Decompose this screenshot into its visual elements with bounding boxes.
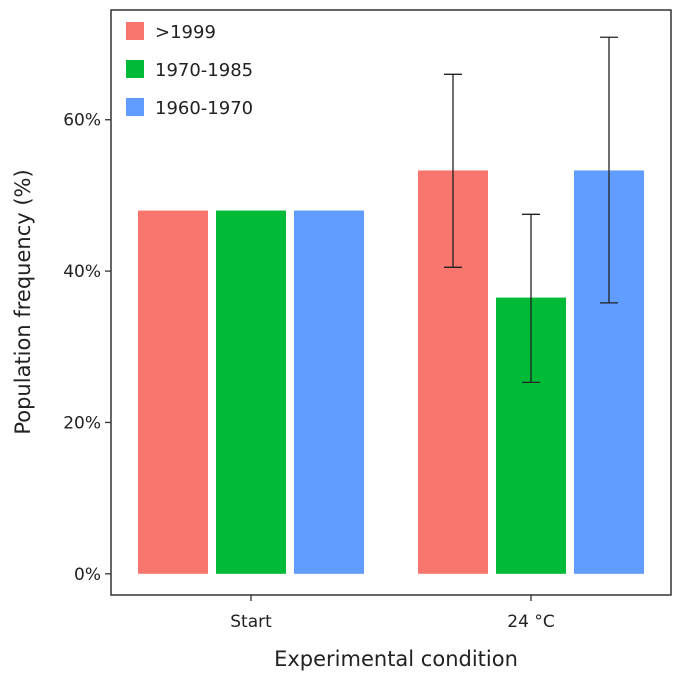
legend-label-1999: >1999: [155, 22, 216, 43]
bar-1970-1985-start: [216, 210, 286, 574]
y-tick-label-1: 20%: [63, 413, 101, 433]
legend-label-1960-1970: 1960-1970: [155, 98, 253, 119]
y-tick-label-3: 60%: [63, 111, 101, 131]
y-tick-label-0: 0%: [74, 565, 101, 585]
y-axis: 0% 20% 40% 60%: [63, 111, 111, 585]
error-bars-layer: [444, 36, 618, 383]
bars-layer: [138, 170, 644, 574]
y-tick-label-2: 40%: [63, 262, 101, 282]
legend-swatch-1999: [126, 22, 144, 40]
bar-1999-start: [138, 210, 208, 574]
legend-swatch-1960-1970: [126, 98, 144, 116]
legend: >1999 1970-1985 1960-1970: [126, 22, 253, 119]
bar-1960-1970-start: [294, 210, 364, 574]
legend-label-1970-1985: 1970-1985: [155, 60, 253, 81]
legend-swatch-1970-1985: [126, 60, 144, 78]
x-axis-title: Experimental condition: [274, 647, 518, 671]
plot-panel-border: [110, 9, 672, 596]
x-tick-label-start: Start: [230, 612, 272, 632]
x-tick-label-24-c: 24 °C: [507, 612, 554, 632]
x-axis: Start 24 °C: [230, 595, 555, 632]
y-axis-title: Population frequency (%): [11, 169, 35, 434]
